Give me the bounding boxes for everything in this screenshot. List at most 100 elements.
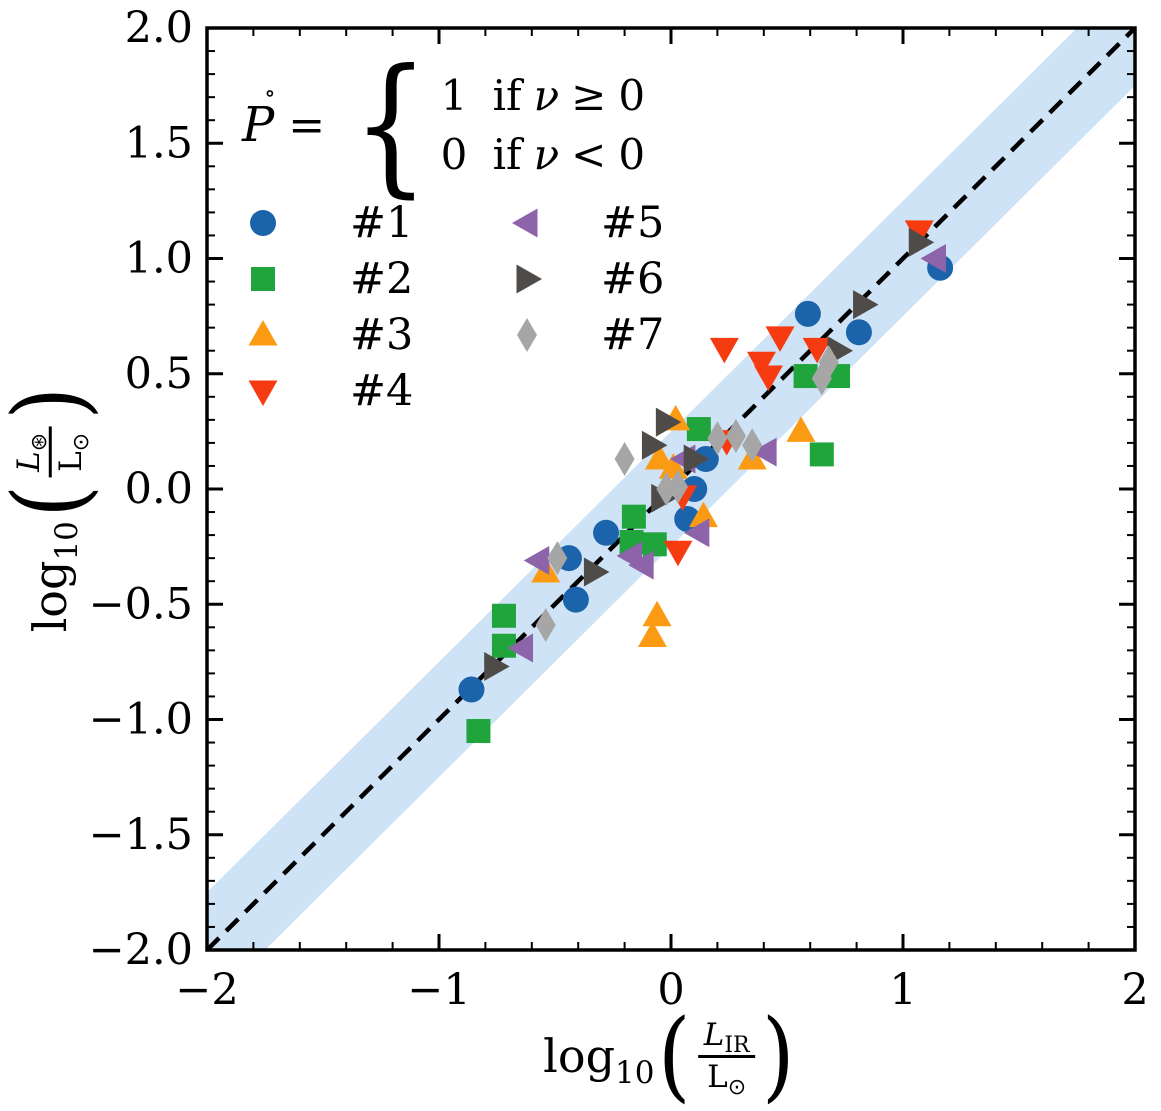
scatter-point-1: [458, 676, 485, 703]
open-paren: (: [658, 999, 691, 1111]
log-function: log10: [543, 1029, 655, 1092]
piecewise-equation: P ∘ = { 1 if ν ≥ 0 0 if ν < 0: [238, 50, 645, 200]
y-tick-label: −2.0: [89, 925, 193, 975]
series-7: [535, 345, 839, 642]
scatter-point-3: [688, 501, 718, 528]
scatter-point-7: [707, 421, 728, 456]
sun-symbol: ⊙: [68, 432, 94, 452]
scatter-point-1: [562, 586, 589, 613]
y-tick-label: −0.5: [89, 579, 193, 629]
x-tick-label: −2: [175, 965, 238, 1015]
close-paren: ): [762, 999, 795, 1111]
y-tick-label: 0.0: [125, 464, 193, 514]
scatter-point-7: [725, 418, 746, 453]
scatter-point-7: [742, 428, 763, 463]
x-axis-label: log10 ( LIR L⊙ ): [543, 999, 799, 1111]
legend-label: #5: [601, 198, 665, 248]
legend-marker-square-icon: [251, 267, 275, 291]
ring-accent: ∘: [264, 79, 276, 107]
series-1: [458, 254, 954, 703]
y-tick-label: −1.0: [89, 695, 193, 745]
scatter-point-7: [667, 469, 688, 504]
case-variable: ν: [533, 130, 560, 179]
series-3: [531, 404, 816, 648]
scatter-point-1: [845, 319, 872, 346]
scatter-point-7: [535, 607, 556, 642]
scatter-point-3: [644, 444, 674, 470]
scatter-point-7: [547, 541, 568, 576]
legend-label: #1: [350, 198, 414, 248]
scatter-point-6: [583, 557, 610, 587]
scatter-point-4: [709, 337, 739, 364]
case-operator: ≥: [571, 71, 607, 120]
case-operator: <: [571, 130, 607, 179]
circled-asterisk-symbol: ⊛: [26, 432, 52, 452]
x-tick-label: 0: [657, 965, 684, 1015]
L-star: L: [10, 451, 47, 472]
case-row: 1 if ν ≥ 0: [441, 71, 645, 120]
equation-lhs: P ∘: [238, 79, 278, 153]
scatter-point-4: [746, 351, 776, 378]
scatter-point-3: [637, 621, 667, 648]
scatter-point-1: [593, 519, 620, 546]
y-label-fraction: L⊛ L⊙: [10, 426, 94, 478]
scatter-point-6: [655, 407, 682, 437]
scatter-point-2: [466, 719, 491, 744]
log-function: log10: [23, 521, 85, 633]
case-variable: ν: [533, 71, 560, 120]
scatter-point-6: [484, 651, 510, 681]
scatter-point-5: [751, 437, 777, 467]
scatter-point-5: [628, 550, 654, 580]
scatter-point-4: [802, 337, 832, 364]
case-if: if: [492, 130, 522, 179]
legend-label: #6: [601, 254, 665, 304]
x-tick-label: −1: [407, 965, 470, 1015]
scatter-point-2: [621, 504, 646, 529]
legend-label: #4: [350, 366, 414, 416]
scatter-point-4: [765, 326, 795, 352]
tick-marks: [205, 26, 1137, 952]
scatter-point-7: [811, 361, 832, 396]
y-axis-label: log10 ( L⊛ L⊙ ): [0, 384, 107, 633]
legend-marker-triangle-down-icon: [248, 380, 278, 406]
equals-sign: =: [288, 99, 326, 151]
scatter-point-6: [683, 444, 710, 474]
scatter-point-6: [641, 430, 668, 460]
scatter-point-3: [658, 453, 688, 479]
x-label-fraction: LIR L⊙: [697, 1017, 756, 1100]
scatter-point-7: [656, 472, 677, 506]
open-paren: (: [0, 484, 107, 518]
scatter-point-6: [908, 227, 935, 257]
case-if: if: [492, 71, 522, 120]
scatter-point-7: [614, 442, 635, 477]
legend-marker-circle-icon: [250, 210, 276, 236]
scatter-point-2: [809, 442, 834, 467]
case-value: 1: [440, 71, 468, 120]
scatter-point-2: [491, 633, 516, 658]
y-tick-label: 0.5: [125, 349, 193, 399]
legend-marker-triangle-right-icon: [516, 264, 542, 294]
series-2: [466, 364, 851, 744]
y-tick-label: 1.5: [125, 118, 193, 168]
case-rhs: 0: [618, 130, 646, 179]
legend-marker-diamond-thin-icon: [517, 318, 537, 352]
scatter-point-3: [786, 416, 816, 442]
scatter-point-2: [686, 417, 711, 442]
legend-marker-triangle-left-icon: [512, 208, 538, 238]
close-paren: ): [0, 387, 107, 420]
L-sun: L: [52, 451, 89, 472]
legend-marker-triangle-up-icon: [248, 320, 278, 346]
x-tick-label: 2: [1121, 965, 1148, 1015]
legend-label: #7: [601, 310, 665, 360]
y-tick-label: −1.5: [89, 810, 193, 860]
case-value: 0: [440, 130, 468, 179]
scatter-point-4: [904, 220, 934, 246]
scatter-point-5: [920, 244, 946, 273]
equation-P: P: [242, 97, 275, 153]
scatter-point-3: [642, 600, 672, 627]
scatter-point-5: [507, 633, 534, 663]
L-IR: L: [703, 1017, 725, 1053]
scatter-point-5: [523, 545, 550, 575]
